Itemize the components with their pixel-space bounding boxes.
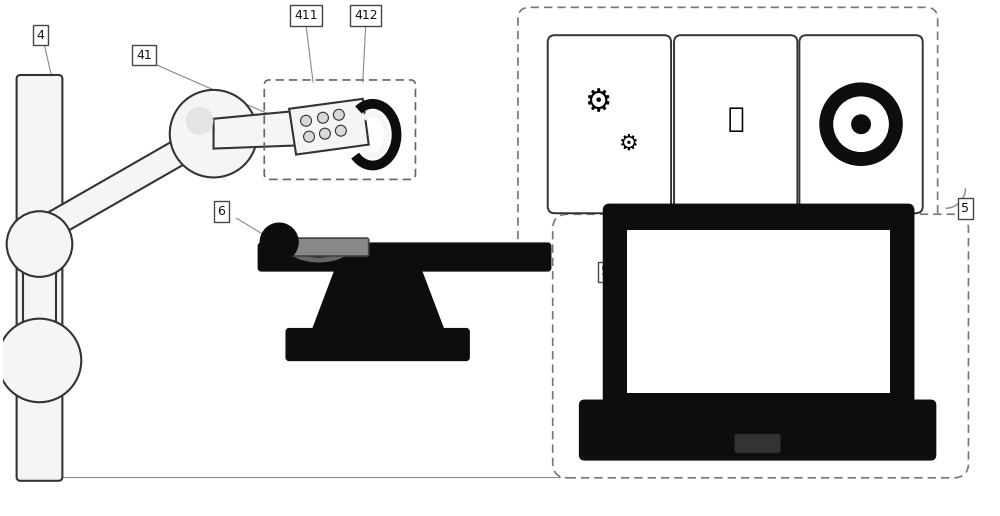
- FancyBboxPatch shape: [518, 7, 938, 250]
- Circle shape: [319, 128, 330, 139]
- Polygon shape: [336, 268, 420, 333]
- FancyBboxPatch shape: [799, 35, 923, 213]
- FancyBboxPatch shape: [258, 243, 551, 271]
- Circle shape: [301, 115, 312, 126]
- Polygon shape: [311, 268, 445, 333]
- Circle shape: [833, 96, 889, 152]
- Polygon shape: [21, 119, 212, 258]
- Text: 4: 4: [37, 29, 44, 42]
- Circle shape: [170, 90, 257, 178]
- FancyBboxPatch shape: [603, 204, 914, 413]
- Text: 6: 6: [218, 205, 225, 218]
- Polygon shape: [214, 109, 319, 149]
- Text: 🤖: 🤖: [727, 105, 744, 133]
- Text: 51: 51: [601, 265, 617, 279]
- Text: ⚙: ⚙: [584, 88, 611, 117]
- FancyBboxPatch shape: [17, 75, 62, 481]
- FancyBboxPatch shape: [674, 35, 797, 213]
- Circle shape: [333, 109, 344, 120]
- FancyBboxPatch shape: [281, 238, 369, 256]
- Circle shape: [7, 211, 72, 277]
- FancyBboxPatch shape: [286, 329, 469, 361]
- Circle shape: [335, 125, 346, 136]
- Text: 412: 412: [354, 9, 378, 22]
- Text: 52: 52: [728, 265, 744, 279]
- Circle shape: [304, 131, 315, 142]
- Polygon shape: [23, 244, 56, 361]
- FancyBboxPatch shape: [553, 214, 968, 478]
- Text: ⚙: ⚙: [619, 134, 639, 154]
- Circle shape: [851, 114, 871, 134]
- Text: 5: 5: [961, 202, 969, 215]
- Circle shape: [317, 112, 328, 123]
- Circle shape: [819, 83, 903, 166]
- FancyBboxPatch shape: [548, 35, 671, 213]
- Text: 41: 41: [136, 49, 152, 61]
- FancyBboxPatch shape: [627, 230, 890, 393]
- Circle shape: [260, 223, 298, 261]
- Text: 411: 411: [294, 9, 318, 22]
- Polygon shape: [289, 99, 369, 155]
- FancyBboxPatch shape: [735, 434, 780, 453]
- Text: 53: 53: [853, 265, 869, 279]
- FancyBboxPatch shape: [580, 400, 936, 460]
- Circle shape: [186, 107, 214, 135]
- Circle shape: [0, 319, 81, 402]
